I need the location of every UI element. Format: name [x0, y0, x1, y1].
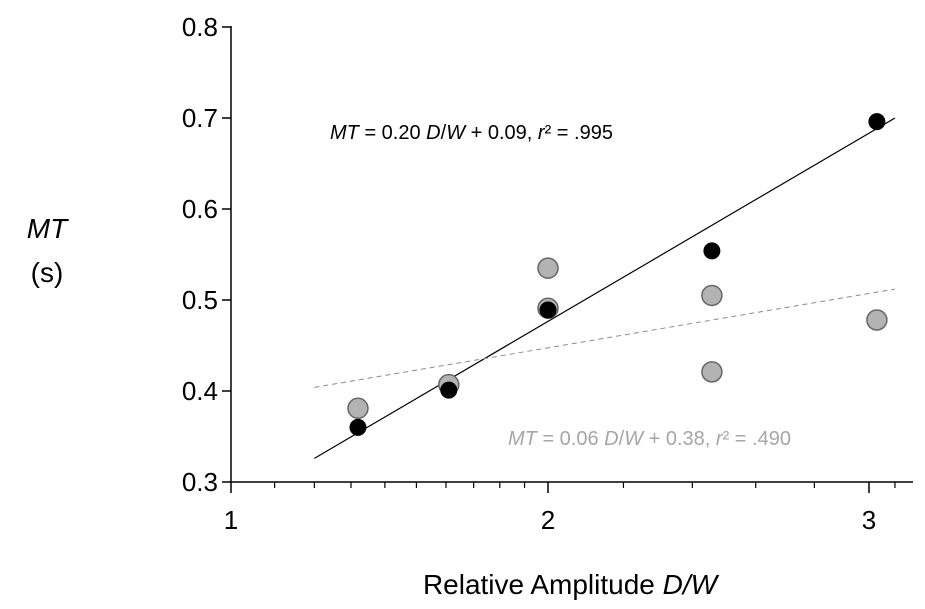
fit-line-black: [314, 117, 896, 459]
point-black: [703, 242, 721, 260]
equation-part: + 0.38,: [643, 428, 716, 450]
y-tick-label: 0.7: [182, 103, 218, 133]
point-gray: [866, 309, 888, 331]
y-tick-label: 0.5: [182, 285, 218, 315]
equation-part: r: [716, 428, 724, 450]
fit-lines: [314, 117, 896, 459]
y-axis-title: MT: [27, 213, 69, 244]
point-gray: [701, 361, 723, 383]
equation-part: W: [624, 428, 645, 450]
equation-part: W: [446, 122, 467, 144]
point-black: [349, 418, 367, 436]
equation-part: MT: [508, 428, 539, 450]
x-axis-title-main: Relative Amplitude: [423, 569, 663, 600]
x-tick-label: 2: [541, 505, 555, 535]
equation-part: ² = .490: [723, 428, 791, 450]
x-tick-label: 3: [862, 505, 876, 535]
data-points: [347, 113, 888, 436]
equation-part: = 0.06: [537, 428, 604, 450]
equation-part: D: [604, 428, 618, 450]
x-axis-title: Relative Amplitude D/W: [423, 569, 720, 600]
fit-line-gray: [314, 288, 896, 388]
equation-black: MT = 0.20 D/W + 0.09, r² = .995: [330, 122, 613, 144]
y-tick-label: 0.4: [182, 376, 218, 406]
equation-part: ² = .995: [545, 122, 613, 144]
equation-part: /: [441, 122, 447, 144]
point-black: [440, 381, 458, 399]
y-axis-unit: (s): [31, 257, 64, 288]
equation-part: = 0.20: [359, 122, 426, 144]
equation-part: r: [538, 122, 546, 144]
point-gray: [701, 284, 723, 307]
point-black: [539, 301, 557, 319]
y-tick-label: 0.8: [182, 12, 218, 42]
equation-part: MT: [330, 122, 361, 144]
y-tick-label: 0.3: [182, 467, 218, 497]
point-gray: [537, 257, 559, 279]
point-gray: [347, 397, 369, 420]
axes: 0.3 0.4 0.5 0.6 0.7 0.8 1 2 3: [182, 12, 913, 535]
y-tick-label: 0.6: [182, 194, 218, 224]
equation-gray: MT = 0.06 D/W + 0.38, r² = .490: [508, 428, 791, 450]
equation-part: + 0.09,: [465, 122, 538, 144]
x-tick-label: 1: [224, 505, 238, 535]
point-black: [868, 113, 886, 131]
equation-part: D: [426, 122, 440, 144]
x-axis-title-italic: D/W: [663, 569, 720, 600]
equation-part: /: [619, 428, 625, 450]
